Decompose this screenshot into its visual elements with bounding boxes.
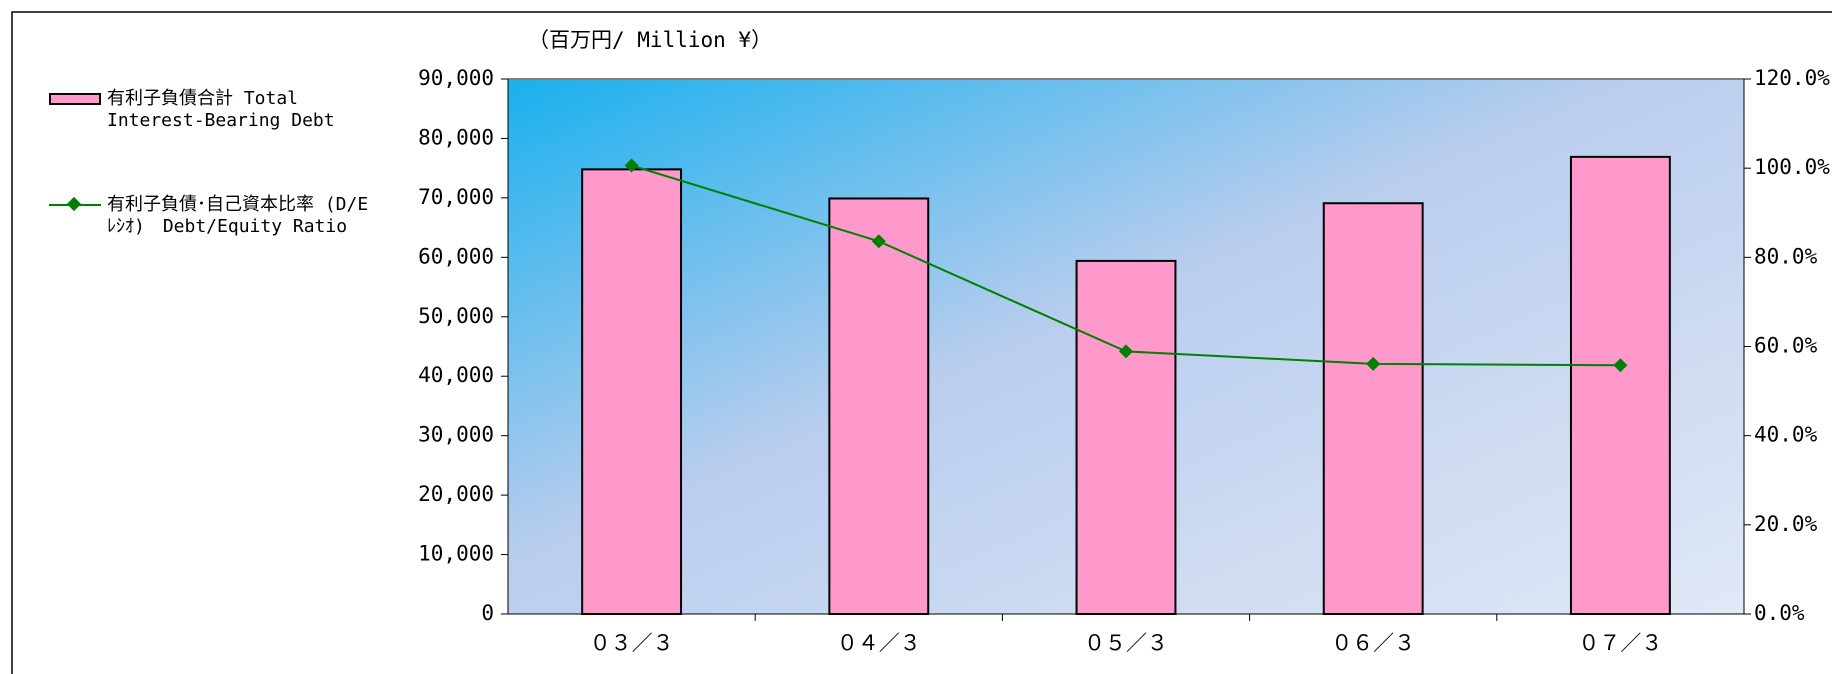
y-axis-label: （百万円/ Million ¥）	[528, 28, 772, 52]
bar	[1075, 259, 1177, 615]
bar	[1569, 155, 1671, 615]
marker	[1613, 358, 1628, 373]
bar	[1322, 202, 1424, 615]
legend-label: 有利子負債･自己資本比率 (D/Eﾚｼｵ) Debt/Equity Ratio	[107, 194, 369, 237]
y2-tick-label: 120.0%	[1754, 66, 1830, 90]
marker	[1119, 344, 1133, 359]
y-tick-label: 20,000	[418, 482, 494, 506]
marker	[624, 158, 639, 173]
legend-label: 有利子負債合計 Total Interest-Bearing Debt	[107, 88, 335, 131]
legend-swatch	[47, 194, 103, 216]
y2-tick-label: 80.0%	[1754, 244, 1818, 268]
legend-item: 有利子負債･自己資本比率 (D/Eﾚｼｵ) Debt/Equity Ratio	[47, 194, 377, 238]
x-tick-label: ０５／３	[1084, 631, 1168, 655]
legend-swatch	[47, 88, 103, 110]
y-tick-label: 10,000	[418, 542, 494, 566]
x-tick-label: ０６／３	[1331, 631, 1415, 655]
marker	[1366, 356, 1381, 371]
y2-tick-label: 60.0%	[1754, 334, 1818, 358]
y2-tick-label: 0.0%	[1754, 601, 1805, 625]
bar	[828, 197, 930, 615]
y2-tick-label: 40.0%	[1754, 423, 1818, 447]
y2-tick-label: 20.0%	[1754, 512, 1818, 536]
y-tick-label: 90,000	[418, 66, 494, 90]
frame	[11, 11, 1832, 674]
y-tick-label: 30,000	[418, 423, 494, 447]
y2-tick-label: 100.0%	[1754, 155, 1830, 179]
legend-item: 有利子負債合計 Total Interest-Bearing Debt	[47, 88, 377, 132]
x-tick-label: ０３／３	[590, 631, 674, 655]
y-tick-label: 60,000	[418, 244, 494, 268]
y-tick-label: 80,000	[418, 125, 494, 149]
x-tick-label: ０７／３	[1578, 631, 1662, 655]
y-tick-label: 40,000	[418, 363, 494, 387]
y-tick-label: 70,000	[418, 185, 494, 209]
marker	[871, 234, 886, 249]
y-tick-label: 0	[481, 601, 494, 625]
bar	[581, 168, 683, 615]
y-tick-label: 50,000	[418, 304, 494, 328]
x-tick-label: ０４／３	[837, 631, 921, 655]
